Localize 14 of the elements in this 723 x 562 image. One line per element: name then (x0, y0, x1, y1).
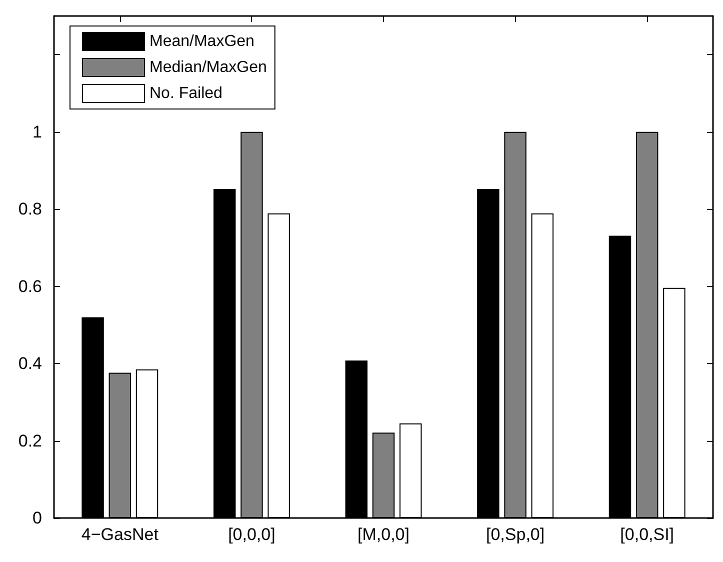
x-tick-label: [0,0,0] (228, 525, 276, 544)
x-tick-label: [0,Sp,0] (486, 525, 545, 544)
y-tick-label: 0 (32, 508, 42, 528)
x-tick-label: [0,0,SI] (620, 525, 674, 544)
y-tick-label: 0.6 (18, 276, 42, 296)
x-tick-label: [M,0,0] (358, 525, 410, 544)
y-tick-label: 0.8 (18, 200, 42, 219)
legend-label: No. Failed (150, 85, 222, 102)
legend-label: Median/MaxGen (150, 59, 267, 76)
x-tick-label: 4−GasNet (81, 525, 159, 544)
y-tick-label: 1 (32, 122, 42, 142)
y-tick-label: 0.4 (18, 354, 42, 374)
legend-label: Mean/MaxGen (150, 33, 254, 50)
y-tick-label: 0.2 (18, 431, 42, 450)
